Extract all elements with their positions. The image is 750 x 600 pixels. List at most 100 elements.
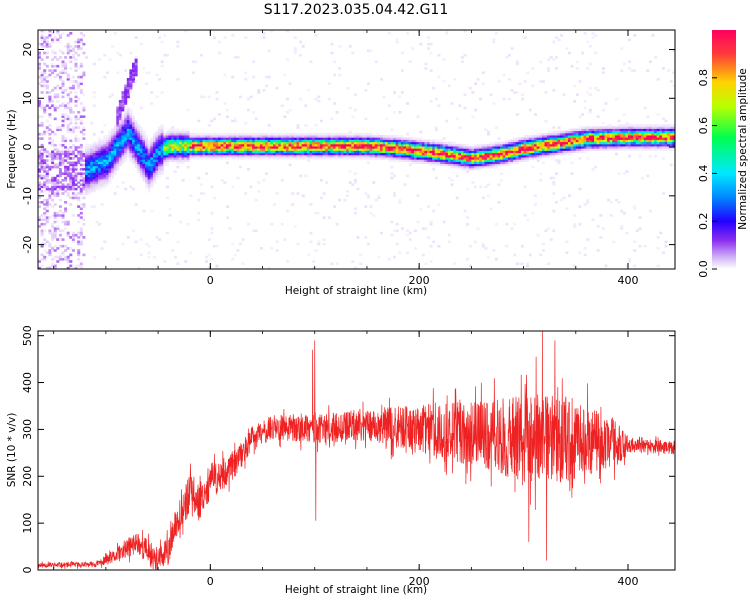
heatmap-cell — [552, 148, 556, 151]
heatmap-cell — [364, 89, 368, 92]
heatmap-cell — [390, 148, 394, 151]
heatmap-cell — [66, 102, 70, 105]
heatmap-cell — [502, 159, 506, 162]
heatmap-cell — [578, 132, 582, 136]
heatmap-cell — [199, 192, 203, 195]
heatmap-cell — [48, 73, 52, 77]
heatmap-cell — [635, 229, 639, 233]
heatmap-cell — [121, 130, 125, 134]
heatmap-cell — [64, 71, 68, 75]
heatmap-cell — [48, 100, 52, 103]
heatmap-cell — [257, 132, 261, 136]
heatmap-cell — [317, 154, 321, 158]
heatmap-cell — [317, 148, 321, 151]
heatmap-cell — [90, 146, 94, 149]
heatmap-cell — [43, 161, 47, 165]
heatmap-cell — [186, 152, 190, 156]
heatmap-cell — [173, 150, 177, 154]
heatmap-cell — [296, 143, 300, 147]
heatmap-cell — [129, 146, 133, 149]
heatmap-cell — [103, 185, 107, 189]
heatmap-cell — [306, 159, 310, 162]
heatmap-cell — [51, 69, 55, 72]
heatmap-cell — [492, 148, 496, 151]
heatmap-cell — [179, 159, 183, 162]
heatmap-cell — [601, 126, 605, 129]
heatmap-cell — [246, 157, 250, 160]
heatmap-cell — [304, 104, 308, 107]
heatmap-cell — [416, 154, 420, 158]
heatmap-cell — [252, 75, 256, 79]
heatmap-cell — [197, 146, 201, 149]
heatmap-cell — [317, 242, 321, 246]
heatmap-cell — [100, 172, 104, 175]
heatmap-cell — [393, 157, 397, 160]
heatmap-cell — [635, 146, 639, 149]
heatmap-cell — [333, 154, 337, 158]
heatmap-cell — [622, 130, 626, 134]
heatmap-cell — [210, 137, 214, 140]
heatmap-cell — [573, 130, 577, 134]
heatmap-cell — [53, 64, 57, 68]
heatmap-cell — [207, 238, 211, 241]
heatmap-cell — [507, 157, 511, 160]
heatmap-cell — [544, 152, 548, 156]
heatmap-cell — [111, 137, 115, 140]
heatmap-cell — [64, 172, 68, 175]
heatmap-cell — [69, 119, 73, 123]
heatmap-cell — [223, 181, 227, 184]
heatmap-cell — [38, 205, 42, 208]
heatmap-cell — [58, 163, 62, 167]
heatmap-cell — [643, 148, 647, 151]
heatmap-cell — [103, 139, 107, 143]
heatmap-cell — [656, 236, 660, 239]
heatmap-cell — [51, 262, 55, 265]
heatmap-cell — [79, 47, 83, 50]
heatmap-cell — [38, 132, 42, 136]
heatmap-cell — [628, 126, 632, 129]
heatmap-cell — [124, 86, 128, 90]
heatmap-cell — [364, 205, 368, 208]
heatmap-cell — [427, 150, 431, 154]
heatmap-cell — [40, 163, 44, 167]
heatmap-cell — [134, 240, 138, 244]
heatmap-cell — [568, 148, 572, 151]
heatmap-cell — [254, 152, 258, 156]
heatmap-cell — [270, 146, 274, 149]
heatmap-cell — [531, 154, 535, 158]
heatmap-cell — [194, 137, 198, 140]
heatmap-cell — [51, 89, 55, 92]
heatmap-cell — [406, 143, 410, 147]
heatmap-cell — [43, 30, 47, 33]
heatmap-cell — [205, 146, 209, 149]
heatmap-cell — [152, 168, 156, 171]
heatmap-cell — [48, 196, 52, 200]
heatmap-cell — [304, 152, 308, 156]
heatmap-cell — [654, 146, 658, 149]
heatmap-cell — [246, 152, 250, 156]
heatmap-cell — [244, 137, 248, 140]
heatmap-cell — [390, 128, 394, 132]
heatmap-cell — [387, 152, 391, 156]
heatmap-cell — [231, 152, 235, 156]
heatmap-cell — [638, 124, 642, 127]
heatmap-cell — [192, 141, 196, 145]
heatmap-cell — [210, 152, 214, 156]
heatmap-cell — [121, 137, 125, 140]
heatmap-cell — [293, 139, 297, 143]
heatmap-cell — [40, 143, 44, 147]
heatmap-cell — [314, 148, 318, 151]
heatmap-cell — [481, 165, 485, 169]
heatmap-cell — [244, 139, 248, 143]
heatmap-cell — [549, 150, 553, 154]
heatmap-cell — [145, 154, 149, 158]
heatmap-cell — [38, 75, 42, 79]
heatmap-cell — [643, 132, 647, 136]
heatmap-cell — [317, 150, 321, 154]
heatmap-cell — [202, 141, 206, 145]
heatmap-cell — [518, 137, 522, 140]
heatmap-cell — [667, 143, 671, 147]
heatmap-cell — [460, 154, 464, 158]
heatmap-cell — [325, 181, 329, 184]
heatmap-cell — [64, 64, 68, 68]
